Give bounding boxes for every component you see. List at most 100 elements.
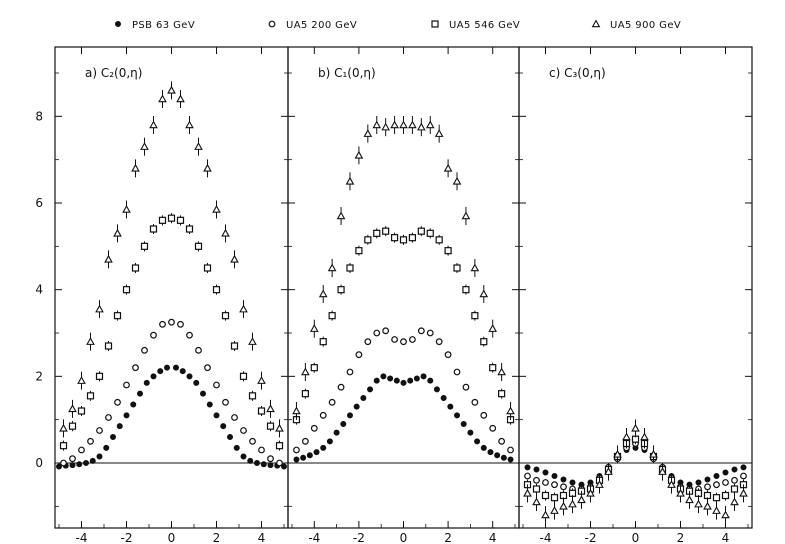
data-point (123, 412, 130, 419)
data-point (176, 216, 185, 224)
data-point (506, 406, 515, 415)
data-point (87, 437, 94, 445)
data-point (267, 462, 274, 469)
data-point (78, 446, 85, 454)
data-point (649, 449, 658, 458)
x-tick-label: -2 (585, 531, 597, 544)
data-point (248, 392, 257, 400)
data-point (195, 346, 202, 354)
data-point (204, 364, 211, 372)
data-point (239, 304, 248, 313)
data-point (453, 264, 461, 272)
data-point (703, 501, 712, 510)
x-tick-label: 0 (168, 531, 176, 544)
data-point (560, 483, 567, 491)
x-tick-label: 4 (489, 531, 497, 544)
data-point (541, 491, 550, 500)
data-point (233, 444, 240, 451)
data-point (83, 459, 90, 466)
data-point (186, 373, 193, 380)
data-point (167, 85, 176, 94)
data-point (306, 452, 313, 459)
data-point (604, 467, 613, 475)
data-point (694, 499, 703, 508)
data-point (367, 386, 374, 393)
data-point (390, 234, 399, 242)
data-point (461, 211, 471, 220)
y-tick-label: 6 (35, 196, 43, 210)
data-point (417, 227, 425, 235)
data-point (399, 120, 408, 129)
data-point (460, 420, 467, 427)
data-point (69, 462, 76, 469)
data-point (345, 176, 355, 185)
data-point (212, 286, 221, 294)
data-point (141, 346, 148, 354)
data-point (186, 331, 193, 339)
legend-entry: UA5 900 GeV (591, 19, 681, 31)
data-point (524, 464, 531, 471)
data-point (471, 398, 479, 406)
data-point (113, 228, 122, 237)
data-point (480, 338, 488, 346)
data-point (337, 383, 345, 391)
y-tick-label: 8 (35, 109, 43, 123)
data-point (221, 312, 230, 320)
data-point (69, 455, 76, 463)
data-point (577, 495, 586, 504)
data-point (320, 444, 327, 451)
panel-label: b) C₁(0,η) (318, 66, 376, 80)
data-point (559, 501, 568, 510)
data-point (68, 422, 77, 430)
x-tick-label: 2 (444, 531, 452, 544)
data-point (382, 227, 390, 235)
data-point (59, 442, 68, 450)
data-point (130, 401, 137, 408)
x-tick-label: 0 (400, 531, 408, 544)
data-point (640, 432, 649, 441)
data-point (408, 234, 417, 242)
data-point (266, 404, 275, 413)
data-point (739, 488, 748, 497)
legend-marker (268, 20, 276, 28)
data-point (712, 494, 721, 502)
data-point (420, 373, 427, 380)
data-point (301, 390, 309, 398)
data-point (471, 312, 479, 320)
data-point (498, 437, 506, 445)
series (60, 318, 283, 467)
data-point (435, 338, 443, 346)
series (523, 419, 748, 524)
data-point (622, 432, 631, 441)
data-point (95, 372, 104, 380)
data-point (474, 438, 481, 445)
data-point (226, 433, 233, 440)
data-point (426, 329, 434, 337)
data-point (479, 289, 489, 298)
x-tick-label: -2 (121, 531, 133, 544)
panel-label: a) C₂(0,η) (85, 66, 142, 80)
x-tick-label: -4 (308, 531, 320, 544)
data-point (731, 466, 738, 473)
legend-entry: PSB 63 GeV (115, 20, 195, 31)
data-point (551, 472, 558, 479)
y-tick-label: 2 (35, 369, 43, 383)
data-point (550, 506, 559, 514)
data-point (163, 364, 170, 371)
data-point (172, 364, 179, 371)
x-tick-label: -4 (540, 531, 552, 544)
data-point (532, 497, 541, 506)
data-point (407, 377, 414, 384)
data-point (373, 377, 380, 384)
data-point (500, 454, 507, 461)
data-point (560, 476, 567, 483)
data-point (454, 412, 461, 419)
legend-marker (115, 20, 122, 27)
data-point (158, 216, 167, 224)
data-point (569, 479, 576, 486)
data-point (542, 469, 549, 476)
data-point (95, 304, 104, 313)
series (293, 373, 514, 463)
data-point (523, 488, 532, 497)
